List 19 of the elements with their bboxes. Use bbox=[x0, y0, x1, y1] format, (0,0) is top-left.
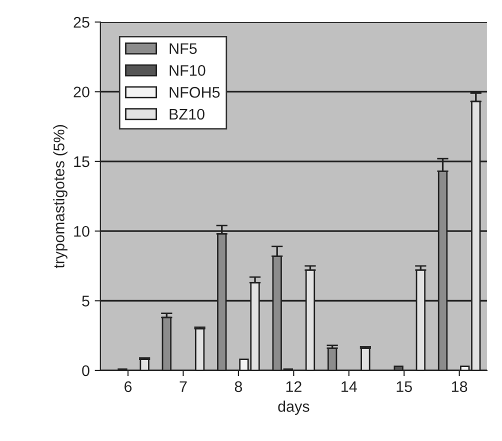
legend-label: NF5 bbox=[170, 43, 197, 54]
y-tick-label: 5 bbox=[82, 296, 90, 306]
x-tick-label: 15 bbox=[396, 381, 412, 392]
x-tick-label: 6 bbox=[124, 381, 132, 392]
legend-label: BZ10 bbox=[170, 108, 204, 120]
legend-label: NF10 bbox=[170, 65, 206, 76]
x-tick-label: 14 bbox=[342, 381, 357, 392]
x-tick-label: 12 bbox=[286, 381, 302, 392]
y-axis-title: trypomastigotes (5%) bbox=[53, 125, 68, 268]
y-tick-label: 20 bbox=[74, 86, 90, 98]
y-tick-label: 0 bbox=[82, 365, 90, 376]
y-tick-label: 25 bbox=[74, 16, 90, 28]
x-tick-label: 18 bbox=[452, 381, 468, 392]
x-axis-title: days bbox=[278, 400, 310, 415]
y-tick-label: 10 bbox=[74, 226, 90, 237]
x-tick-label: 7 bbox=[180, 381, 187, 392]
legend-label: NFOH5 bbox=[170, 86, 220, 98]
x-tick-label: 8 bbox=[234, 381, 242, 392]
y-tick-label: 15 bbox=[74, 156, 90, 168]
